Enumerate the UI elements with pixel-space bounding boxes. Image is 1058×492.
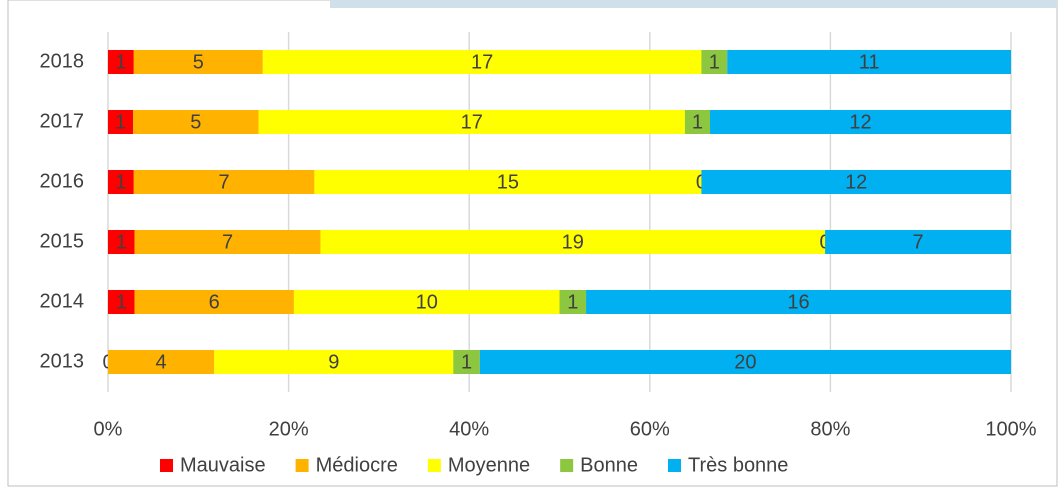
data-label: 1 bbox=[692, 111, 703, 133]
data-label: 5 bbox=[193, 51, 204, 73]
x-tick-label: 60% bbox=[630, 418, 670, 440]
y-tick-label: 2018 bbox=[40, 50, 85, 72]
y-tick-label: 2016 bbox=[40, 170, 85, 192]
data-label: 19 bbox=[562, 231, 584, 253]
x-tick-label: 40% bbox=[449, 418, 489, 440]
data-label: 12 bbox=[845, 171, 867, 193]
data-label: 17 bbox=[461, 111, 483, 133]
data-label: 6 bbox=[209, 291, 220, 313]
data-label: 15 bbox=[497, 171, 519, 193]
legend-swatch bbox=[428, 459, 441, 472]
x-tick-label: 0% bbox=[94, 418, 123, 440]
data-label: 12 bbox=[849, 111, 871, 133]
legend-swatch bbox=[160, 459, 173, 472]
y-tick-label: 2013 bbox=[40, 350, 85, 372]
data-label: 1 bbox=[709, 51, 720, 73]
x-tick-label: 20% bbox=[269, 418, 309, 440]
legend-label: Bonne bbox=[580, 454, 638, 476]
data-label: 7 bbox=[222, 231, 233, 253]
x-tick-label: 80% bbox=[810, 418, 850, 440]
data-label: 10 bbox=[416, 291, 438, 313]
cropped-image bbox=[330, 0, 1057, 8]
data-label: 1 bbox=[116, 291, 127, 313]
data-label: 16 bbox=[787, 291, 809, 313]
y-tick-label: 2014 bbox=[40, 290, 85, 312]
data-label: 7 bbox=[219, 171, 230, 193]
data-label: 7 bbox=[912, 231, 923, 253]
data-label: 1 bbox=[115, 171, 126, 193]
data-label: 20 bbox=[734, 351, 756, 373]
data-label: 11 bbox=[859, 51, 880, 73]
legend-swatch bbox=[560, 459, 573, 472]
y-tick-label: 2015 bbox=[40, 230, 85, 252]
legend-label: Mauvaise bbox=[180, 454, 266, 476]
chart: 0%20%40%60%80%100%2018151711120171517112… bbox=[0, 0, 1058, 487]
data-label: 1 bbox=[115, 51, 126, 73]
y-tick-label: 2017 bbox=[40, 110, 85, 132]
legend-swatch bbox=[668, 459, 681, 472]
data-label: 9 bbox=[328, 351, 339, 373]
data-label: 4 bbox=[156, 351, 167, 373]
x-tick-label: 100% bbox=[985, 418, 1036, 440]
legend-label: Très bonne bbox=[688, 454, 788, 476]
data-label: 1 bbox=[116, 231, 127, 253]
data-label: 1 bbox=[115, 111, 126, 133]
data-label: 17 bbox=[471, 51, 493, 73]
data-label: 1 bbox=[567, 291, 578, 313]
legend-label: Médiocre bbox=[316, 454, 398, 476]
legend-swatch bbox=[296, 459, 309, 472]
data-label: 1 bbox=[461, 351, 472, 373]
legend-label: Moyenne bbox=[448, 454, 530, 476]
data-label: 5 bbox=[190, 111, 201, 133]
